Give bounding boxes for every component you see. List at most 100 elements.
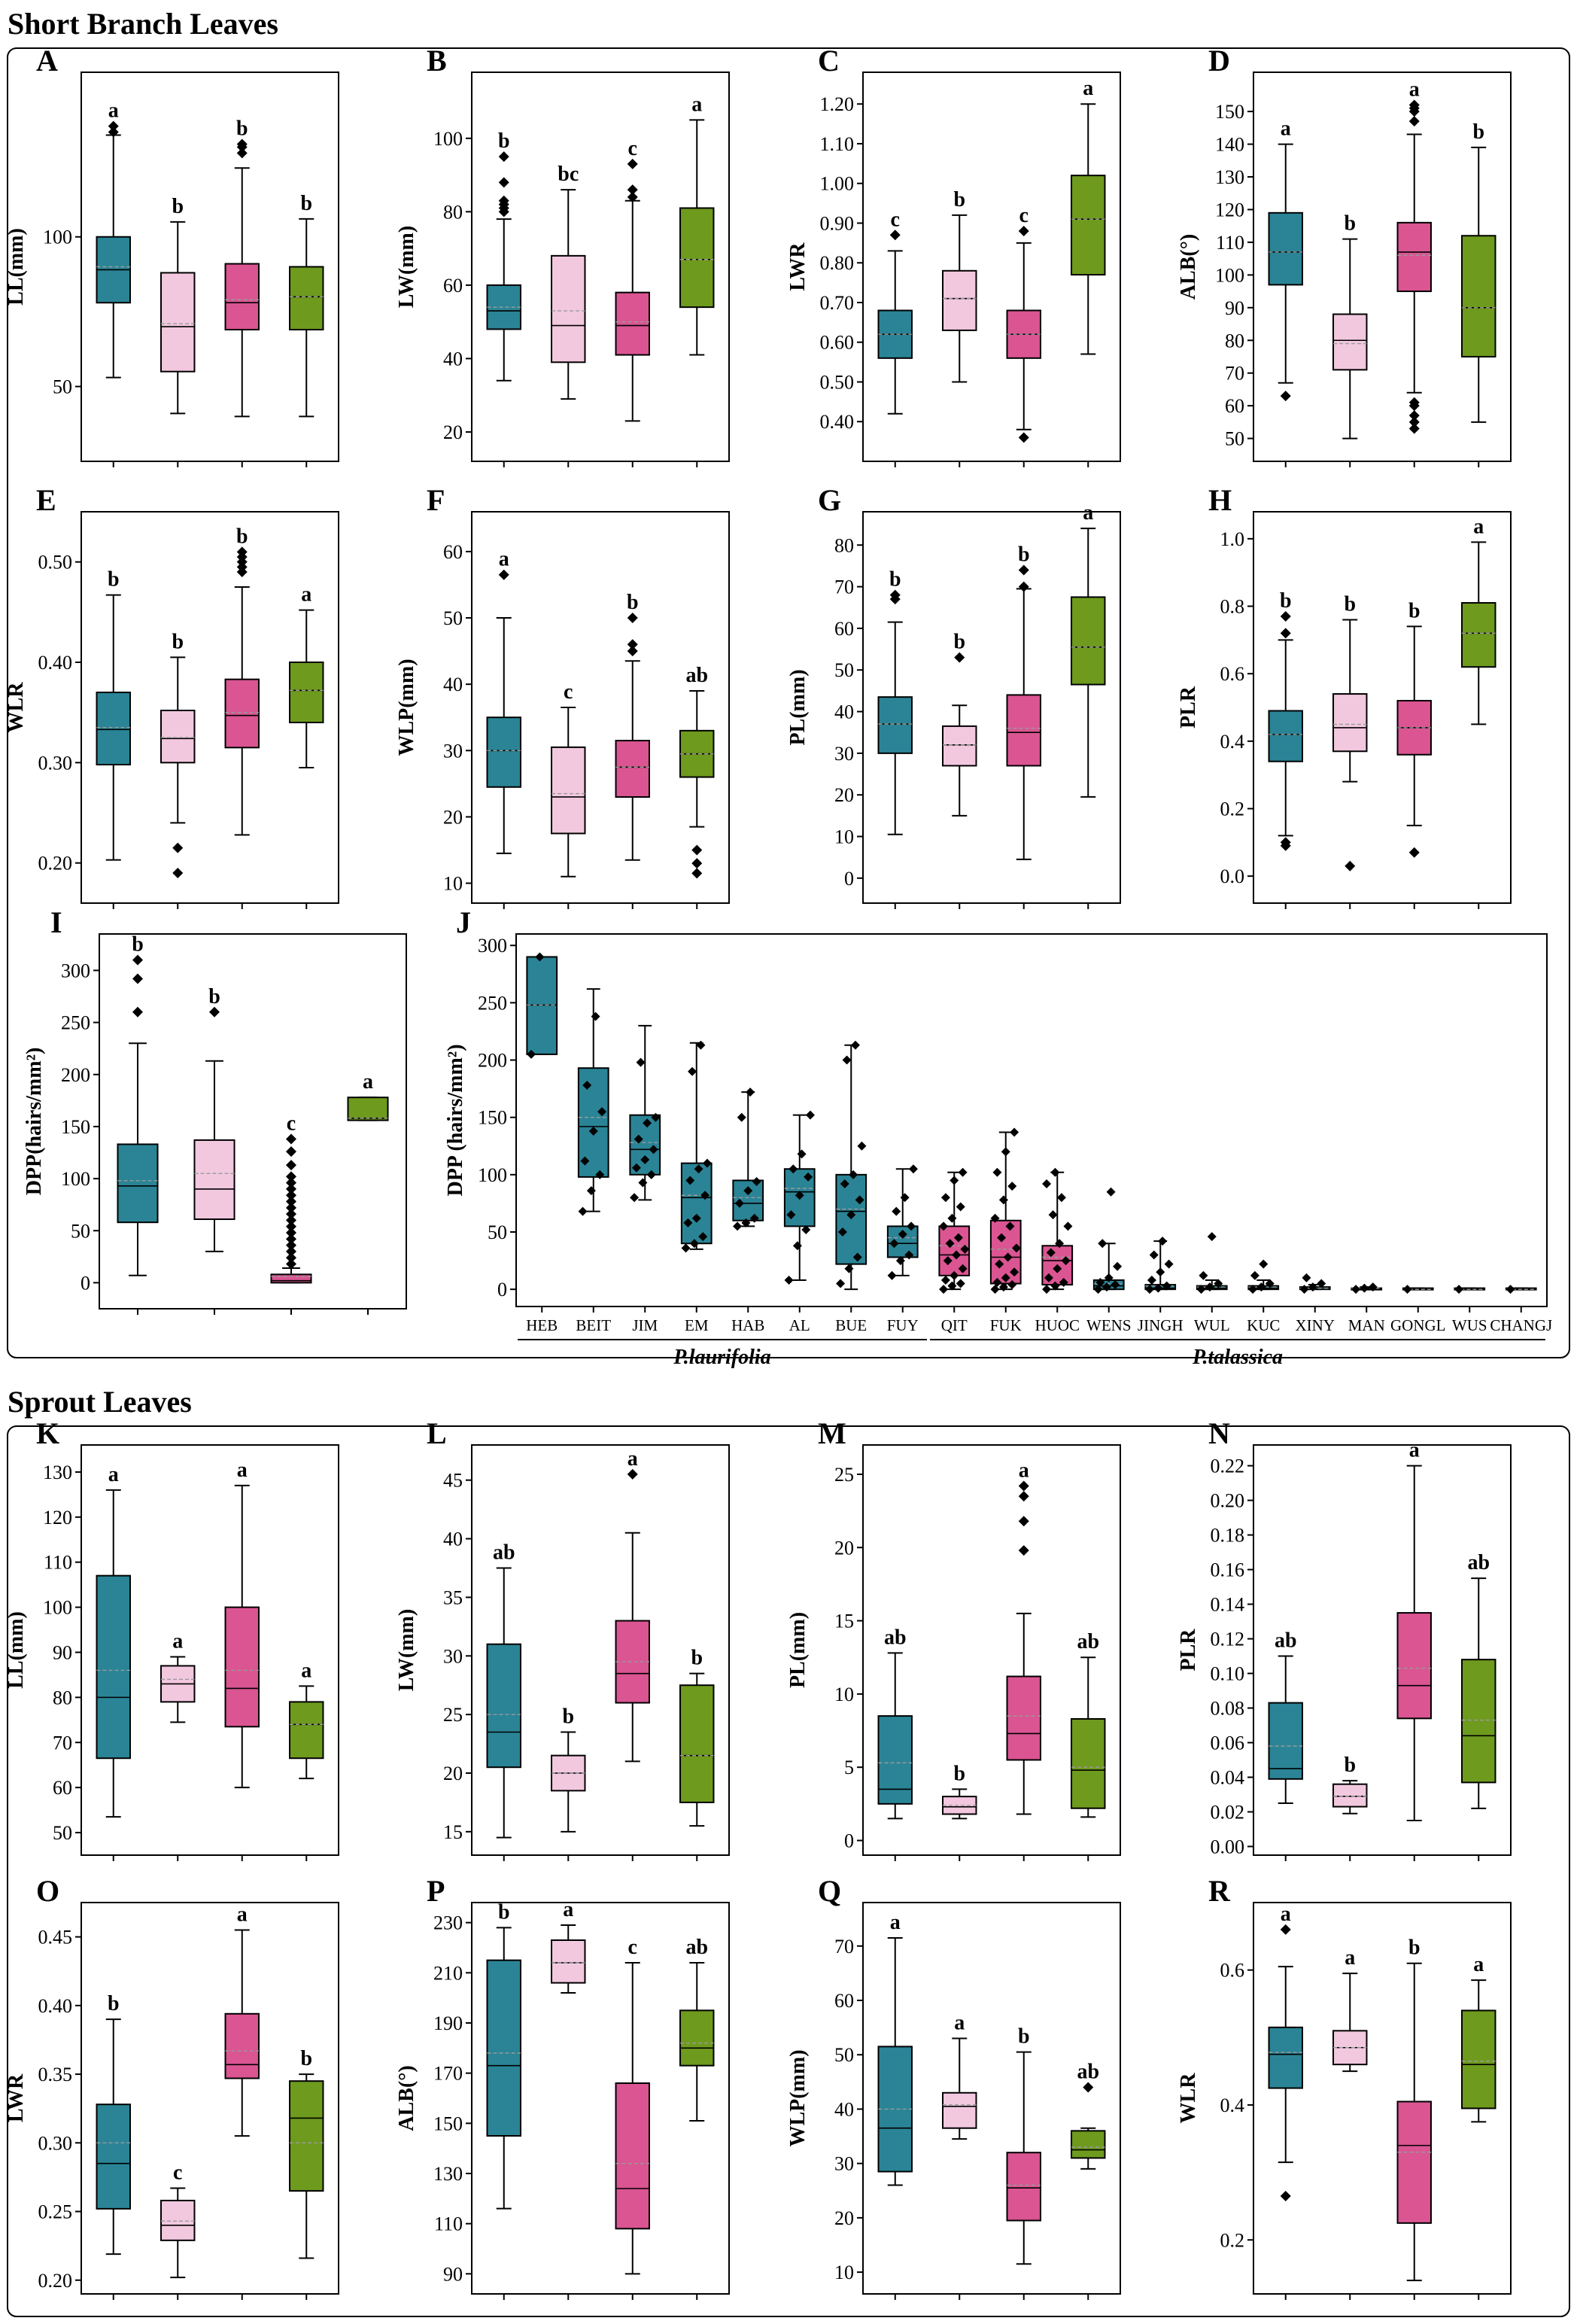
point-j-9-11 — [990, 1213, 1000, 1223]
outlier-i-2-6 — [286, 1221, 296, 1232]
panel-k: K 50 60 70 80 90 100 110 120 130 LL(mm) a a a a — [5, 1416, 339, 1861]
ytick-label-l-1: 20 — [443, 1763, 463, 1784]
outlier-i-2-8 — [286, 1209, 296, 1220]
ytick-label-h-4: 0.8 — [1220, 596, 1245, 618]
box-q-1 — [942, 2091, 977, 2129]
significance-letter-c-1: b — [953, 188, 965, 211]
ytick-label-j-5: 250 — [478, 992, 507, 1014]
box-d-2 — [1396, 221, 1432, 293]
point-j-11-1 — [1101, 1282, 1111, 1292]
point-j-13-4 — [1207, 1232, 1217, 1242]
ytick-label-g-0: 0 — [844, 868, 854, 890]
ytick-label-e-1: 0.30 — [38, 752, 73, 774]
significance-letter-i-2: c — [287, 1112, 296, 1136]
panel-a: A 50 100 LL(mm) a b b b — [5, 44, 339, 467]
box-f-0 — [486, 716, 521, 788]
outlier-f-0-0 — [498, 569, 509, 580]
point-j-10-10 — [1056, 1193, 1066, 1203]
ytick-label-n-6: 0.12 — [1211, 1629, 1245, 1650]
box-o-2 — [224, 2012, 260, 2079]
point-j-16-1 — [1360, 1283, 1369, 1293]
ytick-label-b-4: 100 — [433, 128, 463, 150]
category-label-j-13: WUL — [1194, 1316, 1230, 1334]
significance-letter-g-2: b — [1018, 543, 1030, 566]
y-axis-label-l: LW(mm) — [395, 1609, 418, 1691]
significance-letter-d-3: b — [1472, 120, 1484, 144]
point-j-5-4 — [795, 1191, 804, 1200]
outlier-i-2-12 — [286, 1183, 296, 1194]
ytick-label-q-0: 10 — [834, 2262, 854, 2283]
plot-frame-j — [515, 933, 1548, 1307]
ytick-label-p-0: 90 — [443, 2263, 463, 2285]
point-j-9-10 — [1005, 1221, 1015, 1231]
box-c-1 — [942, 269, 977, 331]
outlier-h-0-1 — [1280, 837, 1291, 848]
category-label-j-7: FUY — [887, 1316, 919, 1334]
outlier-h-0-2 — [1280, 628, 1291, 639]
outlier-i-2-3 — [286, 1240, 296, 1251]
point-j-15-3 — [1302, 1273, 1311, 1282]
category-label-j-1: BEIT — [576, 1316, 611, 1334]
outlier-f-2-2 — [627, 613, 638, 624]
ytick-label-g-6: 60 — [834, 618, 854, 640]
point-j-14-4 — [1259, 1259, 1269, 1269]
box-r-2 — [1396, 2100, 1432, 2224]
significance-letter-k-3: a — [301, 1659, 311, 1682]
box-i-1 — [193, 1139, 235, 1221]
point-j-1-1 — [586, 1186, 596, 1196]
ytick-label-n-8: 0.16 — [1211, 1559, 1245, 1581]
outlier-b-2-2 — [627, 158, 638, 169]
point-j-9-12 — [998, 1195, 1008, 1205]
ytick-label-p-6: 210 — [433, 1962, 463, 1984]
significance-letter-e-2: b — [236, 525, 248, 548]
significance-letter-h-1: b — [1344, 592, 1356, 616]
point-j-10-11 — [1042, 1179, 1052, 1189]
point-j-3-8 — [702, 1158, 712, 1168]
outlier-b-0-4 — [498, 177, 509, 188]
point-j-13-1 — [1205, 1282, 1214, 1292]
category-label-j-2: JIM — [632, 1316, 658, 1334]
ytick-label-f-3: 40 — [443, 674, 463, 695]
y-axis-label-a: LL(mm) — [5, 228, 28, 306]
y-axis-label-q: WLP(mm) — [786, 2049, 810, 2146]
ytick-label-b-1: 40 — [443, 348, 463, 370]
box-f-1 — [551, 746, 586, 835]
significance-letter-e-0: b — [108, 568, 120, 592]
outlier-d-2-4 — [1408, 397, 1420, 408]
point-j-4-6 — [737, 1112, 746, 1122]
outlier-b-2-1 — [627, 184, 638, 196]
panel-m: M 0 5 10 15 20 25 PL(mm) ab b a ab — [786, 1416, 1121, 1861]
ytick-label-c-0: 0.40 — [820, 411, 855, 433]
ytick-label-c-2: 0.60 — [820, 332, 855, 354]
panel-label-k: K — [36, 1416, 59, 1450]
plot-frame-b — [471, 71, 730, 462]
ytick-label-m-2: 10 — [834, 1684, 854, 1705]
panel-label-o: O — [36, 1874, 59, 1908]
point-j-2-0 — [630, 1193, 640, 1203]
category-label-j-5: AL — [789, 1316, 810, 1334]
point-j-2-2 — [646, 1170, 656, 1179]
plot-frame-q — [862, 1902, 1121, 2295]
ytick-label-k-7: 120 — [43, 1507, 72, 1529]
ytick-label-n-1: 0.02 — [1211, 1802, 1245, 1824]
ytick-label-d-1: 60 — [1225, 395, 1244, 417]
significance-letter-b-1: bc — [558, 163, 579, 186]
significance-letter-o-0: b — [108, 1992, 120, 2015]
significance-letter-e-1: b — [172, 630, 184, 653]
plot-frame-k — [81, 1444, 339, 1856]
ytick-label-d-6: 110 — [1216, 232, 1244, 254]
significance-letter-p-1: a — [563, 1898, 573, 1921]
outlier-i-2-2 — [286, 1246, 296, 1257]
point-j-9-6 — [995, 1259, 1004, 1269]
significance-letter-n-2: a — [1409, 1439, 1420, 1462]
point-j-15-1 — [1308, 1282, 1317, 1292]
category-label-j-11: WENS — [1086, 1316, 1132, 1334]
box-i-3 — [347, 1097, 389, 1121]
box-q-0 — [877, 2046, 913, 2173]
box-p-1 — [551, 1939, 586, 1984]
ytick-label-r-2: 0.6 — [1220, 1960, 1245, 1982]
significance-letter-n-3: ab — [1467, 1551, 1490, 1574]
point-j-6-0 — [836, 1279, 846, 1288]
plot-frame-g — [862, 511, 1121, 904]
ytick-label-m-0: 0 — [844, 1830, 854, 1852]
